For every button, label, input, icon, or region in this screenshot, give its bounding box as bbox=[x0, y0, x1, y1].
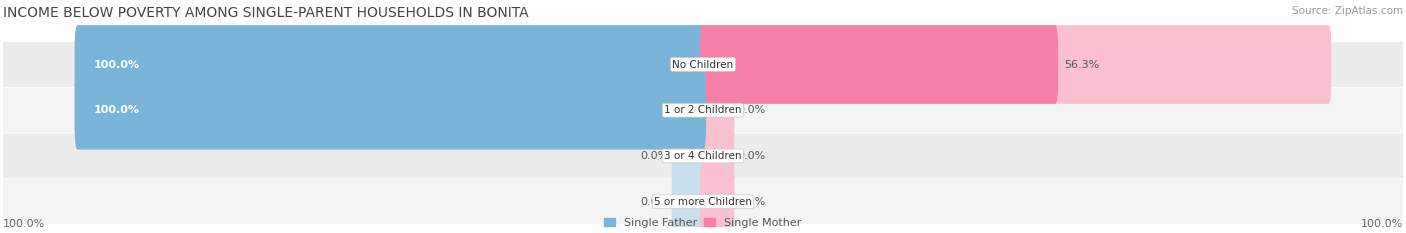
FancyBboxPatch shape bbox=[75, 71, 706, 150]
Text: 0.0%: 0.0% bbox=[640, 151, 669, 161]
Text: Source: ZipAtlas.com: Source: ZipAtlas.com bbox=[1292, 6, 1403, 16]
FancyBboxPatch shape bbox=[700, 162, 734, 233]
Text: 100.0%: 100.0% bbox=[93, 105, 139, 115]
FancyBboxPatch shape bbox=[700, 117, 734, 195]
Text: 100.0%: 100.0% bbox=[1361, 219, 1403, 229]
Text: 100.0%: 100.0% bbox=[93, 59, 139, 69]
Text: 0.0%: 0.0% bbox=[737, 197, 766, 207]
FancyBboxPatch shape bbox=[672, 162, 706, 233]
FancyBboxPatch shape bbox=[3, 88, 1403, 133]
Text: 0.0%: 0.0% bbox=[737, 151, 766, 161]
FancyBboxPatch shape bbox=[75, 25, 706, 104]
FancyBboxPatch shape bbox=[700, 25, 1059, 104]
FancyBboxPatch shape bbox=[3, 179, 1403, 224]
Text: 100.0%: 100.0% bbox=[3, 219, 45, 229]
FancyBboxPatch shape bbox=[3, 134, 1403, 178]
FancyBboxPatch shape bbox=[700, 71, 734, 150]
Text: 0.0%: 0.0% bbox=[640, 197, 669, 207]
Text: INCOME BELOW POVERTY AMONG SINGLE-PARENT HOUSEHOLDS IN BONITA: INCOME BELOW POVERTY AMONG SINGLE-PARENT… bbox=[3, 6, 529, 20]
Text: 5 or more Children: 5 or more Children bbox=[654, 197, 752, 207]
Text: No Children: No Children bbox=[672, 59, 734, 69]
FancyBboxPatch shape bbox=[3, 42, 1403, 87]
FancyBboxPatch shape bbox=[700, 25, 1331, 104]
Text: 1 or 2 Children: 1 or 2 Children bbox=[664, 105, 742, 115]
Text: 56.3%: 56.3% bbox=[1064, 59, 1099, 69]
Text: 3 or 4 Children: 3 or 4 Children bbox=[664, 151, 742, 161]
FancyBboxPatch shape bbox=[75, 71, 706, 150]
Legend: Single Father, Single Mother: Single Father, Single Mother bbox=[600, 213, 806, 233]
Text: 0.0%: 0.0% bbox=[737, 105, 766, 115]
FancyBboxPatch shape bbox=[672, 117, 706, 195]
FancyBboxPatch shape bbox=[75, 25, 706, 104]
